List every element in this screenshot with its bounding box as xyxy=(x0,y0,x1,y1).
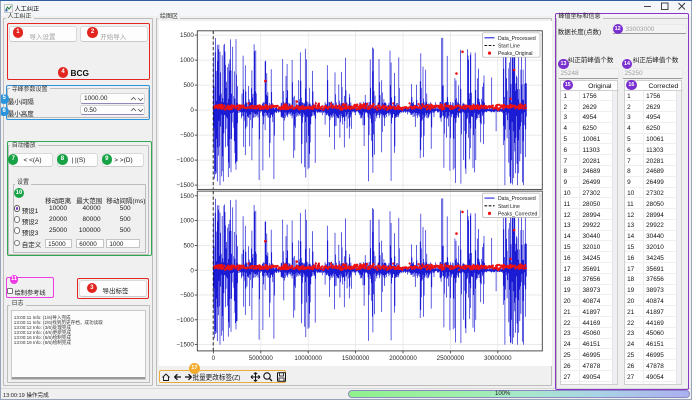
svg-text:1500: 1500 xyxy=(180,32,194,39)
svg-text:−1500: −1500 xyxy=(176,182,194,189)
svg-text:500: 500 xyxy=(183,242,194,249)
svg-text:−500: −500 xyxy=(179,132,193,139)
svg-text:1500: 1500 xyxy=(180,192,194,199)
svg-text:25000000: 25000000 xyxy=(436,354,464,361)
svg-text:−1000: −1000 xyxy=(176,316,194,323)
svg-text:0: 0 xyxy=(211,354,215,361)
svg-text:−1500: −1500 xyxy=(176,341,194,348)
svg-text:0: 0 xyxy=(190,267,194,274)
svg-text:10000000: 10000000 xyxy=(294,354,322,361)
svg-text:Start Line: Start Line xyxy=(498,43,520,49)
svg-text:20000000: 20000000 xyxy=(389,354,417,361)
svg-text:15000000: 15000000 xyxy=(341,354,369,361)
svg-text:1000: 1000 xyxy=(180,57,194,64)
svg-text:−1000: −1000 xyxy=(176,157,194,164)
svg-text:Data_Processed: Data_Processed xyxy=(498,35,536,41)
svg-text:0: 0 xyxy=(190,107,194,114)
svg-text:Start Line: Start Line xyxy=(498,203,520,209)
svg-text:5000000: 5000000 xyxy=(248,354,273,361)
svg-text:批量更改标签(Z): 批量更改标签(Z) xyxy=(193,373,241,382)
svg-text:Peaks_Corrected: Peaks_Corrected xyxy=(498,211,538,217)
svg-text:500: 500 xyxy=(183,82,194,89)
svg-text:−500: −500 xyxy=(179,292,193,299)
svg-text:1000: 1000 xyxy=(180,217,194,224)
svg-text:Data_Processed: Data_Processed xyxy=(498,196,536,202)
svg-text:30000000: 30000000 xyxy=(484,354,512,361)
svg-text:Peaks_Original: Peaks_Original xyxy=(498,51,533,57)
